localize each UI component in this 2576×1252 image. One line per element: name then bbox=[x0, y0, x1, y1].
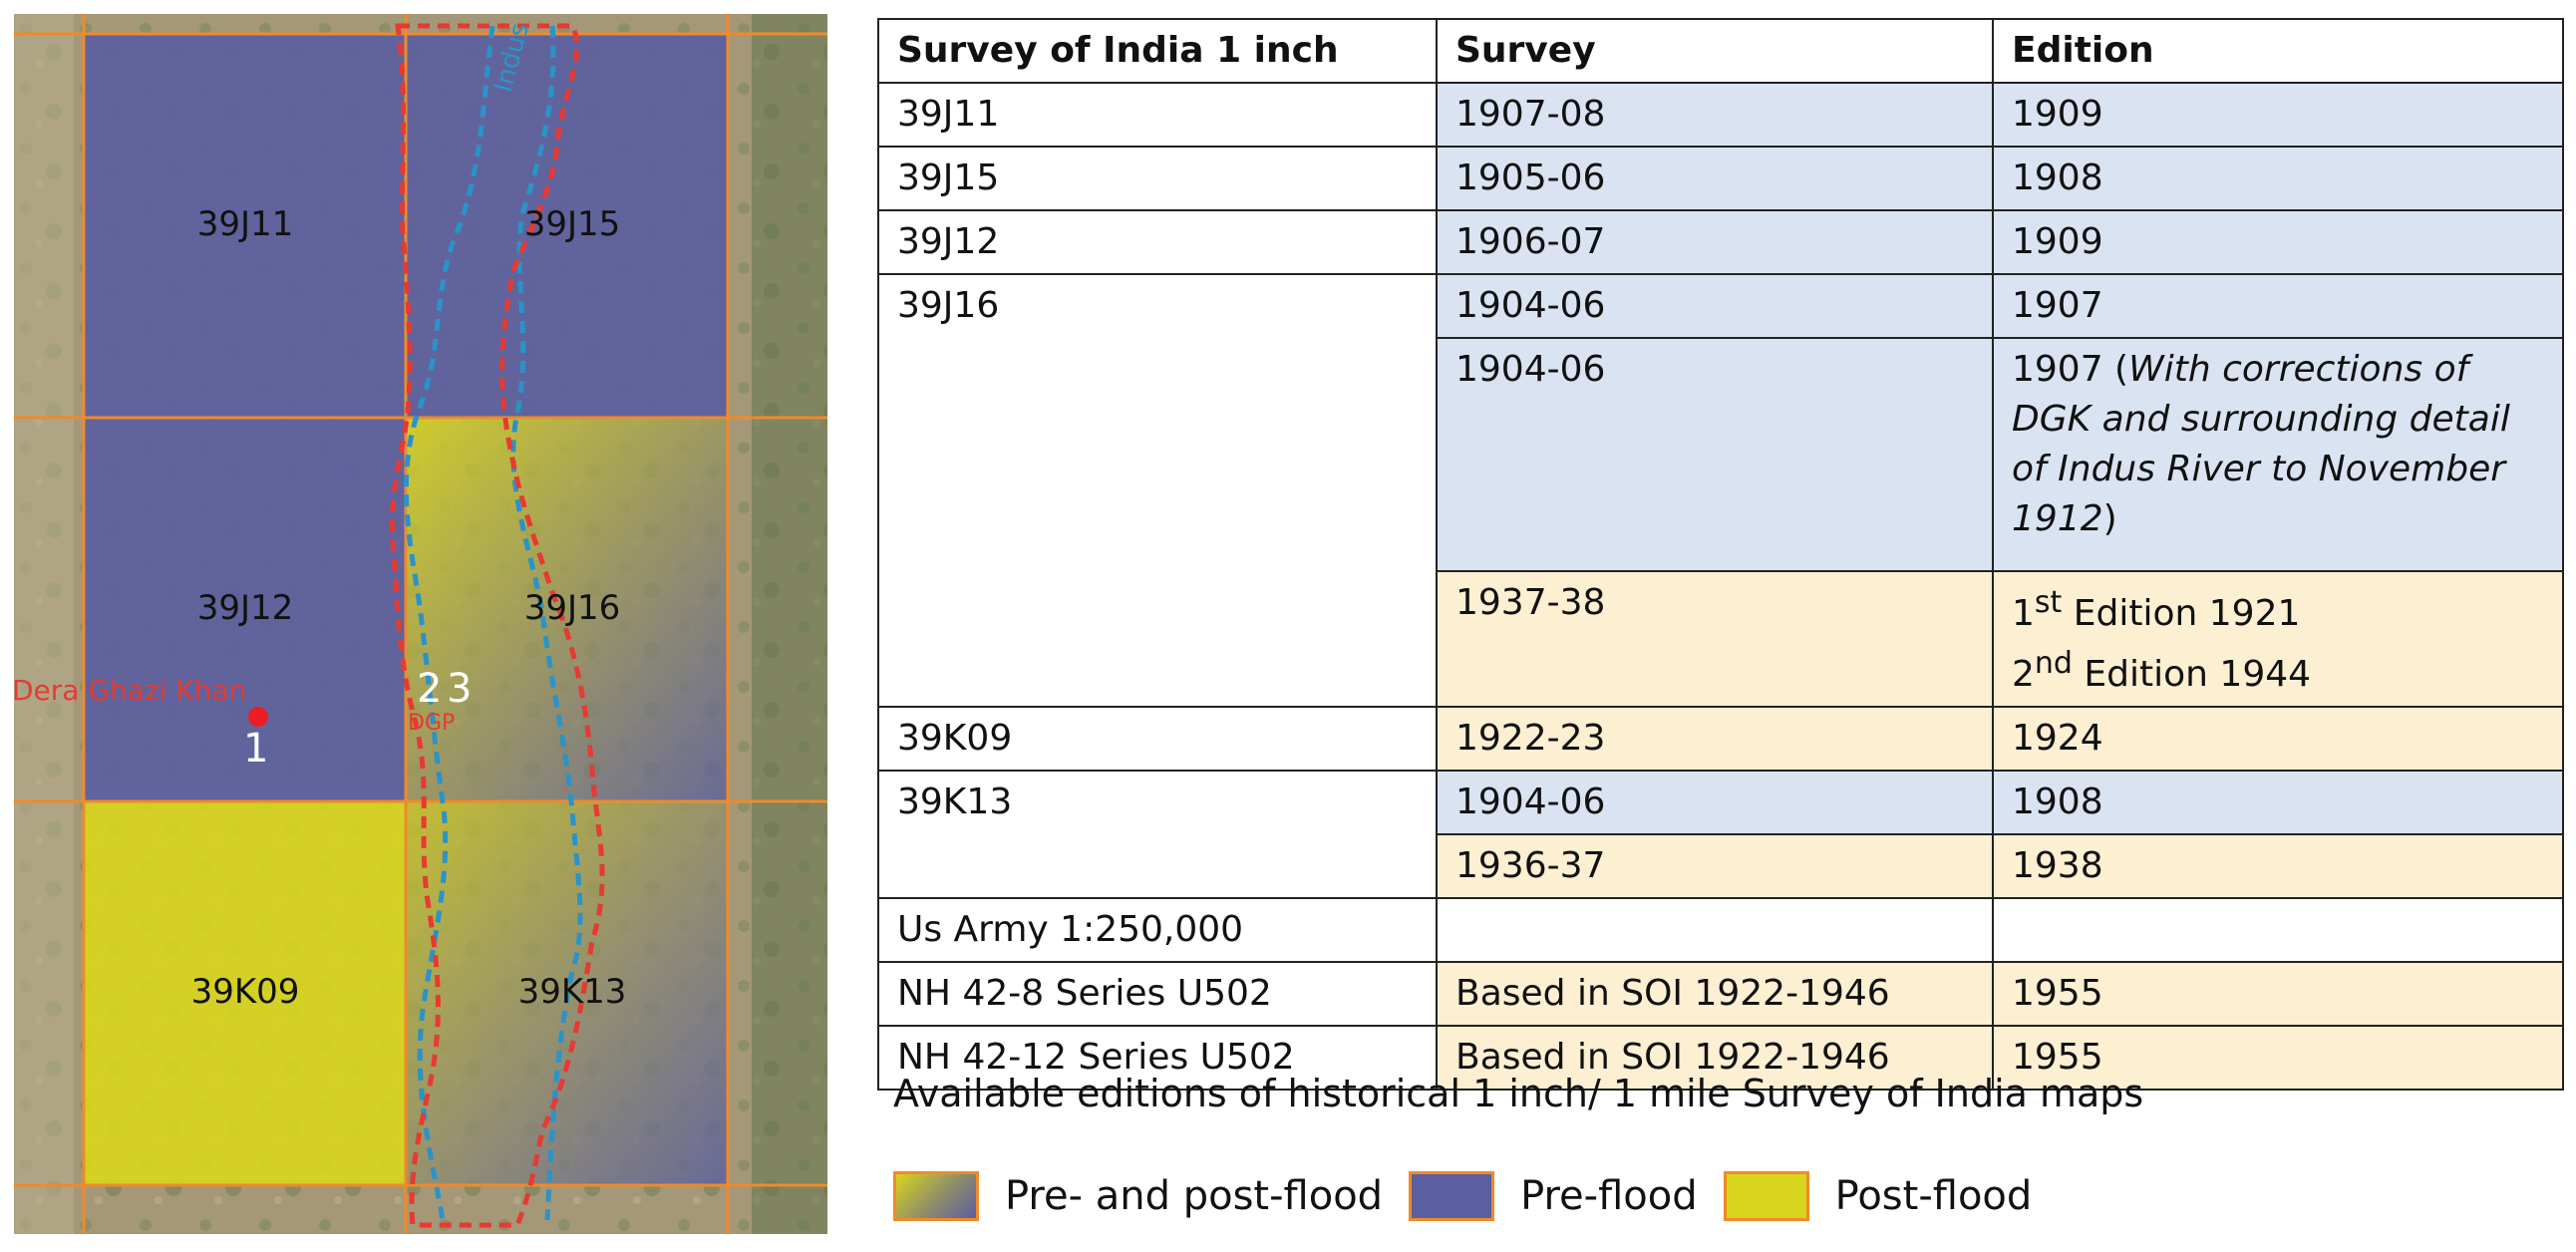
legend-item-mixed: Pre- and post-flood bbox=[893, 1171, 1383, 1221]
survey-cell: 1904-06 bbox=[1436, 770, 1994, 835]
tile-39J12 bbox=[84, 418, 406, 801]
section-heading: Us Army 1:250,000 bbox=[877, 897, 1438, 963]
sheet-cell: 39J11 bbox=[877, 82, 1438, 148]
sheet-cell: 39J16 bbox=[877, 273, 1438, 708]
edition-cell: 1909 bbox=[1992, 82, 2564, 148]
tile-39J16 bbox=[406, 418, 728, 801]
tile-39K09 bbox=[84, 801, 406, 1185]
edition-cell: 1938 bbox=[1992, 833, 2564, 899]
table-row: 39J12 1906-07 1909 bbox=[877, 209, 2564, 275]
legend-item-post-flood: Post-flood bbox=[1723, 1171, 2033, 1221]
gradient-swatch-icon bbox=[893, 1171, 979, 1221]
legend-label: Pre-flood bbox=[1520, 1173, 1698, 1219]
table-row: NH 42-8 Series U502 Based in SOI 1922-19… bbox=[877, 961, 2564, 1027]
edition-cell: 1909 bbox=[1992, 209, 2564, 275]
survey-cell: Based in SOI 1922-1946 bbox=[1436, 1025, 1994, 1091]
edition-cell: 1924 bbox=[1992, 706, 2564, 772]
tile-label-39K09: 39K09 bbox=[191, 972, 300, 1012]
edition-cell: 1955 bbox=[1992, 961, 2564, 1027]
survey-cell: 1936-37 bbox=[1436, 833, 1994, 899]
table-row: 39K13 1904-06 1908 bbox=[877, 770, 2564, 899]
sheet-cell: NH 42-8 Series U502 bbox=[877, 961, 1438, 1027]
survey-cell: 1937-38 bbox=[1436, 570, 1994, 708]
city-label: Dera Ghazi Khan bbox=[14, 674, 246, 707]
table-row: 39J16 1904-06 1907 bbox=[877, 273, 2564, 708]
header-sheet: Survey of India 1 inch bbox=[877, 18, 1438, 84]
table-row: 1936-37 1938 bbox=[878, 833, 2564, 899]
point-label-2: 2 bbox=[417, 666, 442, 712]
header-edition: Edition bbox=[1992, 18, 2564, 84]
table-row: 39J11 1907-08 1909 bbox=[877, 82, 2564, 148]
header-survey: Survey bbox=[1436, 18, 1994, 84]
sheet-cell: 39J12 bbox=[877, 209, 1438, 275]
tile-39J11 bbox=[84, 34, 406, 418]
edition-suffix: ) bbox=[2102, 498, 2117, 539]
edition-cell: 1955 bbox=[1992, 1025, 2564, 1091]
table-row: 39K09 1922-23 1924 bbox=[877, 706, 2564, 772]
map-panel: 39J11 39J15 39J12 39J16 39K09 39K13 Indu… bbox=[14, 14, 827, 1234]
survey-cell: 1906-07 bbox=[1436, 209, 1994, 275]
edition-note: With corrections of DGK and surrounding … bbox=[2012, 349, 2510, 539]
yellow-swatch-icon bbox=[1723, 1171, 1809, 1221]
sheet-cell: 39J15 bbox=[877, 146, 1438, 211]
tile-label-39J15: 39J15 bbox=[524, 204, 621, 244]
edition-line-2: 2nd Edition 1944 bbox=[2012, 646, 2312, 695]
tile-label-39J16: 39J16 bbox=[524, 588, 621, 628]
edition-cell bbox=[1992, 897, 2564, 963]
tile-label-39K13: 39K13 bbox=[518, 972, 627, 1012]
tile-label-39J11: 39J11 bbox=[197, 204, 294, 244]
edition-cell: 1907 bbox=[1992, 273, 2564, 339]
table-row: 39J15 1905-06 1908 bbox=[877, 146, 2564, 211]
editions-table: Survey of India 1 inch Survey Edition 39… bbox=[877, 18, 2564, 1091]
table-section-row: Us Army 1:250,000 bbox=[877, 897, 2564, 963]
table-row: 1904-06 1907 (With corrections of DGK an… bbox=[878, 337, 2564, 572]
blue-swatch-icon bbox=[1409, 1171, 1495, 1221]
survey-cell: Based in SOI 1922-1946 bbox=[1436, 961, 1994, 1027]
legend-label: Post-flood bbox=[1834, 1173, 2033, 1219]
point-label-3: 3 bbox=[447, 666, 472, 712]
sheet-grid bbox=[14, 14, 827, 1234]
survey-cell: 1907-08 bbox=[1436, 82, 1994, 148]
table-row: 1937-38 1st Edition 1921 2nd Edition 194… bbox=[878, 570, 2564, 708]
sheet-index-map: 39J11 39J15 39J12 39J16 39K09 39K13 Indu… bbox=[14, 14, 827, 1234]
survey-cell: 1905-06 bbox=[1436, 146, 1994, 211]
edition-cell: 1907 (With corrections of DGK and surrou… bbox=[1992, 337, 2564, 572]
legend-item-pre-flood: Pre-flood bbox=[1409, 1171, 1698, 1221]
river-outline-pre-flood bbox=[403, 25, 583, 1221]
dgp-label: DGP bbox=[408, 711, 455, 736]
edition-line-1: 1st Edition 1921 bbox=[2012, 585, 2301, 634]
point-label-1: 1 bbox=[243, 726, 268, 772]
sheet-cell: 39K13 bbox=[877, 770, 1438, 899]
sheet-cell: 39K09 bbox=[877, 706, 1438, 772]
legend: Pre- and post-flood Pre-flood Post-flood bbox=[893, 1166, 2058, 1226]
survey-cell: 1904-06 bbox=[1436, 273, 1994, 339]
river-outline-post-flood bbox=[389, 23, 605, 1228]
table-header-row: Survey of India 1 inch Survey Edition bbox=[877, 18, 2564, 84]
survey-cell bbox=[1436, 897, 1994, 963]
edition-cell: 1908 bbox=[1992, 146, 2564, 211]
table-row: NH 42-12 Series U502 Based in SOI 1922-1… bbox=[877, 1025, 2564, 1091]
tile-label-39J12: 39J12 bbox=[197, 588, 294, 628]
legend-label: Pre- and post-flood bbox=[1005, 1173, 1384, 1219]
sheet-cell: NH 42-12 Series U502 bbox=[877, 1025, 1438, 1091]
survey-cell: 1922-23 bbox=[1436, 706, 1994, 772]
figure-caption: Available editions of historical 1 inch/… bbox=[893, 1072, 2144, 1115]
edition-cell: 1908 bbox=[1992, 770, 2564, 835]
city-marker bbox=[248, 707, 268, 727]
survey-cell: 1904-06 bbox=[1436, 337, 1994, 572]
edition-prefix: 1907 ( bbox=[2012, 349, 2129, 390]
table-panel: Survey of India 1 inch Survey Edition 39… bbox=[877, 18, 2564, 1091]
edition-cell: 1st Edition 1921 2nd Edition 1944 bbox=[1992, 570, 2564, 708]
